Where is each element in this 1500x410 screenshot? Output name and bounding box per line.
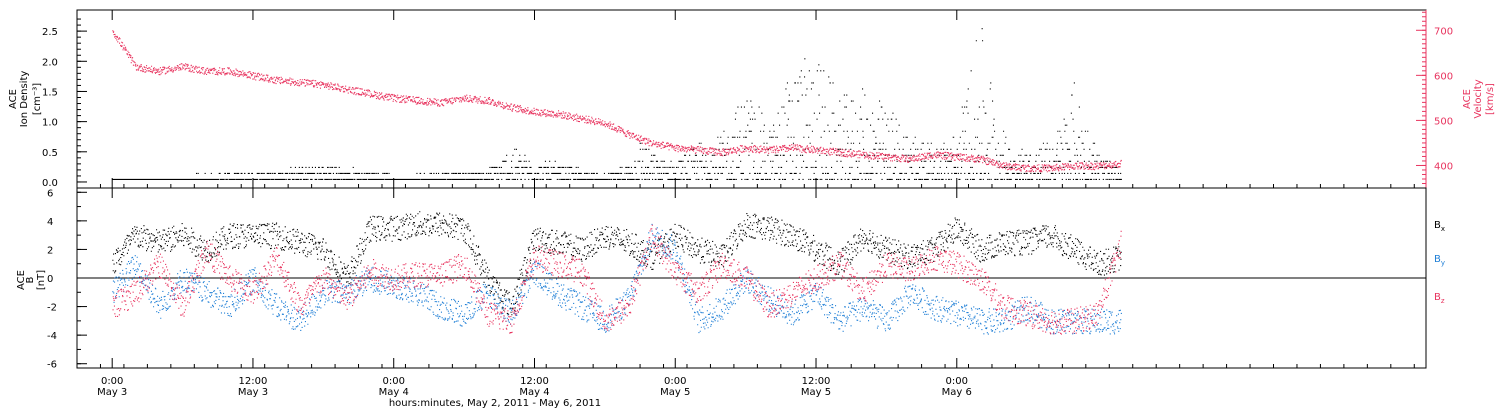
bottom-left-tick-label: 0 bbox=[47, 274, 53, 285]
top-left-tick-label: 0.0 bbox=[42, 178, 58, 189]
bottom-left-tick-label: 4 bbox=[47, 217, 53, 228]
top-right-axis: 400 500 600 700 bbox=[1416, 10, 1453, 188]
top-right-tick-label: 700 bbox=[1434, 26, 1453, 37]
x-tick-time-label: 0:00 bbox=[382, 376, 404, 387]
top-left-ylabel-line-2: Ion Density bbox=[19, 71, 30, 128]
top-right-ylabel-line-3: [km/s] bbox=[1485, 83, 1496, 115]
top-right-ylabel-line-2: Velocity bbox=[1473, 79, 1484, 118]
top-left-tick-label: 1.0 bbox=[42, 118, 58, 129]
bottom-left-ylabel-line-1: ACE bbox=[16, 270, 27, 290]
x-tick-date-label: May 5 bbox=[801, 387, 831, 398]
legend-entry-bx: Bx bbox=[1434, 220, 1445, 233]
x-tick-date-label: May 4 bbox=[379, 387, 409, 398]
top-left-tick-label: 0.5 bbox=[42, 148, 58, 159]
x-tick-date-label: May 5 bbox=[660, 387, 690, 398]
top-left-tick-label: 1.5 bbox=[42, 87, 58, 98]
bottom-left-axis: -6 -4 -2 0 2 4 6 bbox=[47, 188, 87, 371]
bottom-left-tick-label: -4 bbox=[47, 331, 57, 342]
top-right-ylabel-line-1: ACE bbox=[1462, 89, 1473, 109]
x-axis-label: hours:minutes, May 2, 2011 - May 6, 2011 bbox=[389, 398, 601, 409]
top-right-tick-label: 500 bbox=[1434, 116, 1453, 127]
x-tick-time-label: 12:00 bbox=[239, 376, 268, 387]
top-left-ylabel-line-3: [cm⁻³] bbox=[32, 83, 43, 115]
bottom-left-ylabel-line-3: [nT] bbox=[36, 270, 47, 290]
x-tick-time-label: 0:00 bbox=[664, 376, 686, 387]
bottom-left-tick-label: -6 bbox=[47, 360, 57, 371]
x-tick-time-label: 12:00 bbox=[802, 376, 831, 387]
bottom-left-ylabel: ACE B [nT] bbox=[16, 270, 47, 290]
x-tick-date-label: May 6 bbox=[942, 387, 972, 398]
x-tick-time-label: 12:00 bbox=[520, 376, 549, 387]
legend-entry-by: By bbox=[1434, 254, 1445, 267]
x-tick-time-label: 0:00 bbox=[946, 376, 968, 387]
top-left-ylabel-line-1: ACE bbox=[8, 89, 19, 109]
bottom-legend: Bx By Bz bbox=[1434, 220, 1445, 305]
top-left-axis: 0.0 0.5 1.0 1.5 2.0 2.5 bbox=[42, 18, 87, 189]
x-tick-date-label: May 3 bbox=[238, 387, 268, 398]
bottom-left-tick-label: 6 bbox=[47, 188, 53, 199]
top-right-tick-label: 600 bbox=[1434, 71, 1453, 82]
top-right-tick-label: 400 bbox=[1434, 161, 1453, 172]
bottom-left-tick-label: -2 bbox=[47, 303, 57, 314]
top-left-tick-label: 2.0 bbox=[42, 57, 58, 68]
x-tick-date-label: May 4 bbox=[519, 387, 549, 398]
bottom-left-tick-label: 2 bbox=[47, 245, 53, 256]
top-left-tick-label: 2.5 bbox=[42, 27, 58, 38]
top-right-ylabel: ACE Velocity [km/s] bbox=[1462, 79, 1496, 118]
bottom-left-ylabel-line-2: B bbox=[25, 276, 36, 283]
legend-entry-bz: Bz bbox=[1434, 292, 1445, 305]
top-left-ylabel: ACE Ion Density [cm⁻³] bbox=[8, 71, 43, 128]
x-tick-time-label: 0:00 bbox=[101, 376, 123, 387]
x-tick-date-label: May 3 bbox=[97, 387, 127, 398]
bottom-panel-magnetic-field: -6 -4 -2 0 2 4 6 ACE B [nT] Bx By Bz bbox=[16, 187, 1445, 371]
